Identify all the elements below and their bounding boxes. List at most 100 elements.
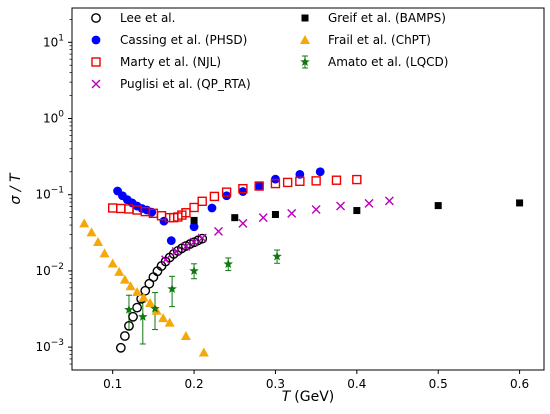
y-tick-label-3: 100 <box>43 110 64 126</box>
data-point <box>114 266 125 276</box>
data-point-shape <box>124 320 134 331</box>
legend-item-2: Marty et al. (NJL) <box>91 55 221 69</box>
legend-item-5: Frail et al. (ChPT) <box>300 33 431 47</box>
data-point <box>158 313 169 323</box>
legend-marker-shape <box>300 35 310 44</box>
data-point-shape <box>86 227 97 237</box>
data-point <box>311 204 321 214</box>
data-point-shape <box>166 236 176 245</box>
data-point-shape <box>311 176 321 186</box>
data-point-shape <box>150 303 160 313</box>
data-point-shape <box>138 292 149 302</box>
data-point-shape <box>516 199 524 207</box>
x-axis-variable: T <box>282 389 292 405</box>
data-point-shape <box>190 216 198 224</box>
data-point <box>181 241 191 251</box>
x-tick-label-1: 0.2 <box>185 377 204 391</box>
data-point-shape <box>189 222 199 232</box>
data-point <box>119 331 130 341</box>
data-point <box>223 259 233 269</box>
data-point <box>336 201 346 211</box>
data-point <box>190 216 198 224</box>
data-point <box>213 226 223 236</box>
data-point-shape <box>331 175 342 185</box>
series-1 <box>113 167 325 245</box>
data-point-shape <box>189 265 199 275</box>
data-point <box>189 202 199 213</box>
error-bar <box>169 275 176 308</box>
data-point <box>271 211 279 219</box>
data-point-shape <box>125 281 136 291</box>
legend-item-6: Amato et al. (LQCD) <box>300 55 448 69</box>
error-bars <box>125 249 281 345</box>
y-tick-label-2: 10−1 <box>35 186 64 202</box>
data-point-shape <box>315 167 325 177</box>
data-point-stroke-b <box>258 213 268 223</box>
data-point <box>207 203 217 213</box>
data-point <box>86 227 97 237</box>
data-point <box>238 183 248 194</box>
data-point <box>272 251 282 261</box>
x-tick-label-5: 0.6 <box>510 377 529 391</box>
data-point-shape <box>167 283 177 293</box>
data-point <box>107 258 118 268</box>
data-point <box>79 218 90 228</box>
data-point <box>270 178 281 189</box>
data-point-stroke-b <box>238 218 248 228</box>
data-point <box>124 304 134 314</box>
data-point <box>148 272 159 282</box>
data-point-shape <box>181 208 191 218</box>
data-point-shape <box>107 258 118 268</box>
data-point <box>221 187 232 197</box>
data-point-shape <box>434 202 442 210</box>
data-point-shape <box>119 274 130 284</box>
data-point <box>189 265 199 275</box>
data-point-shape <box>295 176 305 186</box>
data-point <box>352 174 362 185</box>
series-0 <box>115 233 208 353</box>
legend-marker <box>301 14 309 22</box>
series-3 <box>161 196 394 265</box>
y-tick-label-4: 101 <box>43 33 64 49</box>
data-point <box>254 181 264 191</box>
data-point <box>132 302 143 313</box>
data-point <box>287 208 297 218</box>
data-point-shape <box>107 203 118 213</box>
data-point <box>128 311 138 322</box>
plot-frame <box>71 7 545 371</box>
series-5 <box>79 218 209 357</box>
legend: Lee et al. Cassing et al. (PHSD) Marty et … <box>91 11 448 91</box>
y-tick-label-1: 10−2 <box>35 262 64 278</box>
data-point-stroke-b <box>161 255 171 265</box>
data-point-shape <box>99 248 110 258</box>
data-point-shape <box>180 331 191 341</box>
data-point <box>258 213 268 223</box>
data-point <box>197 196 207 206</box>
x-axis-unit: (GeV) <box>294 389 334 405</box>
legend-marker-shape <box>301 14 309 22</box>
data-point <box>181 208 191 218</box>
data-point <box>125 281 136 291</box>
legend-marker <box>91 35 101 45</box>
data-point-stroke-b <box>384 196 394 206</box>
x-tick-label-2: 0.3 <box>266 377 285 391</box>
data-point-shape <box>223 259 233 269</box>
data-point <box>132 286 143 296</box>
data-point-shape <box>164 317 175 327</box>
legend-label: Amato et al. (LQCD) <box>328 55 448 69</box>
axes-box <box>71 7 545 371</box>
data-point-stroke-b <box>287 208 297 218</box>
data-point-shape <box>138 311 148 321</box>
data-point <box>99 248 110 258</box>
legend-marker <box>300 57 310 67</box>
legend-marker-stroke-b <box>91 79 101 89</box>
data-point-shape <box>198 347 209 357</box>
data-point <box>434 202 442 210</box>
data-point-shape <box>352 174 362 185</box>
series-6 <box>124 251 282 321</box>
legend-marker <box>91 57 101 67</box>
data-point-shape <box>221 187 232 197</box>
series-4 <box>190 199 524 224</box>
data-point-shape <box>79 218 90 228</box>
